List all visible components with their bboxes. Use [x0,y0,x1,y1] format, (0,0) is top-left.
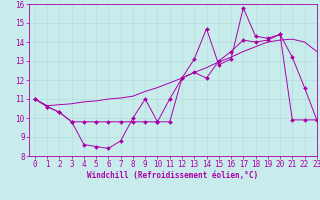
X-axis label: Windchill (Refroidissement éolien,°C): Windchill (Refroidissement éolien,°C) [87,171,258,180]
